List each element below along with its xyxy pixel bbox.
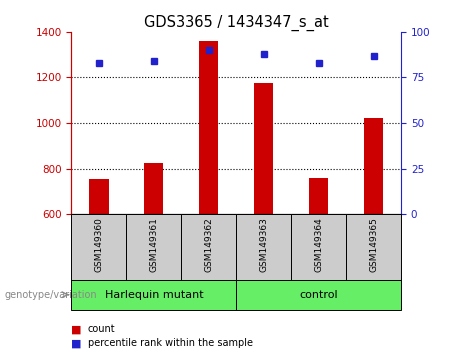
Text: control: control bbox=[299, 290, 338, 300]
Bar bbox=[126, 214, 181, 280]
Title: GDS3365 / 1434347_s_at: GDS3365 / 1434347_s_at bbox=[144, 14, 329, 30]
Text: GSM149362: GSM149362 bbox=[204, 217, 213, 272]
Text: GSM149363: GSM149363 bbox=[259, 217, 268, 272]
Text: GSM149364: GSM149364 bbox=[314, 217, 323, 272]
Bar bbox=[181, 214, 236, 280]
Bar bbox=[346, 214, 401, 280]
Bar bbox=[309, 178, 328, 214]
Text: percentile rank within the sample: percentile rank within the sample bbox=[88, 338, 253, 348]
Bar bbox=[144, 163, 164, 214]
Bar bbox=[364, 119, 383, 214]
Bar bbox=[71, 214, 126, 280]
Bar bbox=[89, 179, 108, 214]
Text: GSM149365: GSM149365 bbox=[369, 217, 378, 272]
Bar bbox=[291, 214, 346, 280]
Text: count: count bbox=[88, 324, 115, 334]
Bar bbox=[199, 41, 219, 214]
Text: genotype/variation: genotype/variation bbox=[5, 290, 97, 300]
Bar bbox=[236, 214, 291, 280]
Bar bbox=[71, 280, 236, 310]
Text: GSM149360: GSM149360 bbox=[95, 217, 103, 272]
Bar bbox=[254, 83, 273, 214]
Text: GSM149361: GSM149361 bbox=[149, 217, 159, 272]
Bar bbox=[236, 280, 401, 310]
Text: Harlequin mutant: Harlequin mutant bbox=[105, 290, 203, 300]
Text: ■: ■ bbox=[71, 338, 82, 348]
Text: ■: ■ bbox=[71, 324, 82, 334]
